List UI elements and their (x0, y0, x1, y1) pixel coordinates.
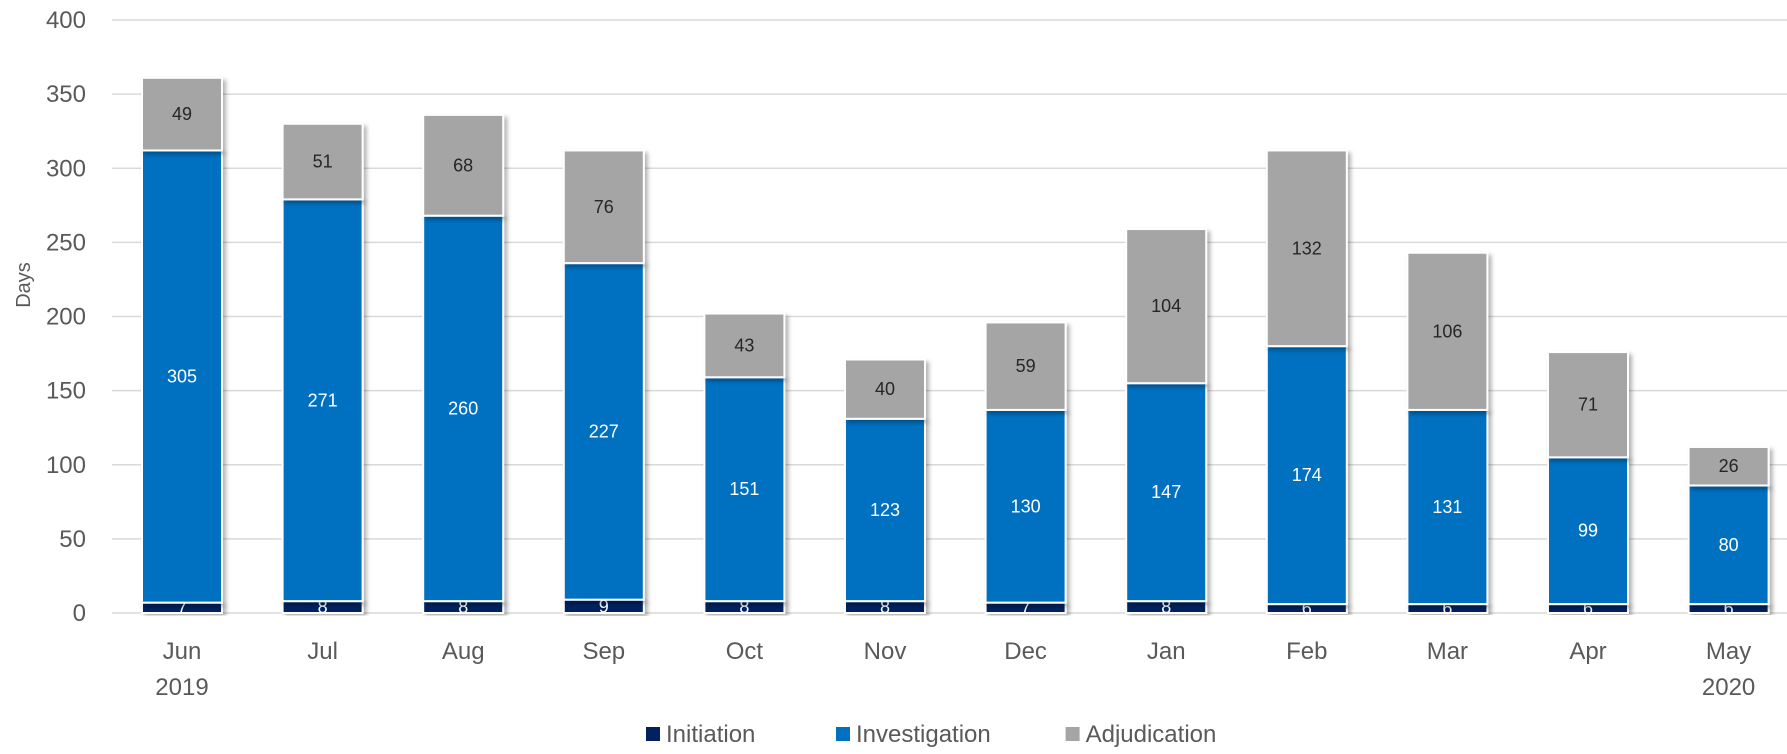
bar-investigation-feb (1265, 345, 1348, 606)
x-tick-label: 2020 (1702, 674, 1755, 701)
data-label-investigation: 227 (589, 421, 619, 441)
data-label-investigation: 271 (308, 390, 338, 410)
x-tick-label: Dec (1004, 638, 1047, 665)
legend-swatch-adjudication (1065, 727, 1080, 741)
x-tick-label: Feb (1286, 638, 1327, 665)
x-tick-label: Sep (582, 638, 625, 665)
y-tick-label: 250 (46, 229, 86, 256)
x-tick-label: 2019 (155, 674, 208, 701)
data-label-investigation: 260 (448, 398, 478, 418)
bar-adjudication-aug (422, 113, 505, 217)
legend-label-initiation: Initiation (666, 721, 755, 748)
data-label-investigation: 99 (1578, 521, 1598, 541)
data-label-adjudication: 132 (1292, 238, 1322, 258)
bar-investigation-jun (141, 149, 223, 604)
x-tick-label: Jun (163, 638, 202, 665)
data-label-adjudication: 43 (734, 335, 754, 355)
data-label-investigation: 131 (1432, 497, 1462, 517)
bar-adjudication-jul (281, 122, 364, 201)
x-tick-label: Oct (726, 638, 764, 665)
bar-investigation-jan (1125, 382, 1208, 603)
bar-adjudication-may (1687, 445, 1770, 487)
bar-investigation-nov (844, 417, 926, 603)
data-label-initiation: 6 (1724, 599, 1734, 619)
x-tick-label: Jul (307, 638, 338, 665)
y-tick-label: 50 (59, 526, 86, 553)
bar-adjudication-apr (1547, 351, 1629, 459)
legend-swatch-investigation (836, 727, 850, 741)
data-label-investigation: 305 (167, 367, 197, 387)
bar-investigation-dec (984, 408, 1067, 604)
legend-label-adjudication: Adjudication (1086, 721, 1217, 748)
data-label-investigation: 147 (1151, 482, 1181, 502)
data-label-initiation: 8 (1161, 597, 1171, 617)
y-tick-label: 150 (46, 378, 86, 405)
data-label-adjudication: 104 (1151, 296, 1181, 316)
data-label-investigation: 123 (870, 500, 900, 520)
data-label-initiation: 8 (318, 597, 328, 617)
data-label-adjudication: 106 (1432, 321, 1462, 341)
data-label-initiation: 8 (739, 597, 749, 617)
data-label-investigation: 151 (729, 479, 759, 499)
x-tick-label: Jan (1147, 638, 1186, 665)
bar-adjudication-dec (984, 321, 1067, 411)
bar-adjudication-sep (562, 149, 645, 265)
bar-adjudication-jun (141, 76, 223, 152)
y-tick-label: 0 (73, 600, 86, 627)
data-label-initiation: 9 (599, 596, 609, 616)
bar-adjudication-nov (844, 358, 926, 420)
x-tick-label: Apr (1569, 638, 1606, 665)
y-tick-label: 200 (46, 304, 86, 331)
bar-investigation-apr (1547, 456, 1629, 606)
bar-adjudication-feb (1265, 149, 1348, 348)
x-tick-label: Aug (442, 638, 485, 665)
data-label-initiation: 8 (458, 597, 468, 617)
bar-investigation-sep (562, 262, 645, 601)
data-label-adjudication: 40 (875, 379, 895, 399)
data-label-adjudication: 26 (1719, 456, 1739, 476)
data-label-initiation: 8 (880, 597, 890, 617)
data-label-initiation: 6 (1302, 599, 1312, 619)
data-label-investigation: 80 (1719, 535, 1739, 555)
bar-adjudication-oct (703, 312, 786, 379)
data-label-adjudication: 49 (172, 104, 192, 124)
y-tick-label: 400 (46, 7, 86, 34)
data-label-initiation: 6 (1442, 599, 1452, 619)
data-label-initiation: 7 (1021, 598, 1031, 618)
bar-investigation-jul (281, 198, 364, 603)
x-tick-label: May (1706, 638, 1751, 665)
data-label-adjudication: 59 (1016, 356, 1036, 376)
legend-label-investigation: Investigation (856, 721, 991, 748)
bar-investigation-may (1687, 484, 1770, 606)
data-label-initiation: 7 (177, 598, 187, 618)
data-label-adjudication: 71 (1578, 395, 1598, 415)
data-label-initiation: 6 (1583, 599, 1593, 619)
legend-swatch-initiation (646, 727, 660, 741)
x-tick-label: Nov (864, 638, 907, 665)
data-label-adjudication: 68 (453, 155, 473, 175)
bar-adjudication-mar (1406, 251, 1489, 411)
y-axis-title: Days (13, 262, 35, 308)
y-tick-label: 350 (46, 81, 86, 108)
x-tick-label: Mar (1427, 638, 1468, 665)
data-label-investigation: 130 (1011, 496, 1041, 516)
bar-investigation-mar (1406, 408, 1489, 606)
bar-adjudication-jan (1125, 228, 1208, 385)
y-tick-label: 100 (46, 452, 86, 479)
bar-investigation-oct (703, 376, 786, 603)
data-label-adjudication: 51 (313, 152, 333, 172)
data-label-investigation: 174 (1292, 465, 1322, 485)
y-tick-label: 300 (46, 155, 86, 182)
data-label-adjudication: 76 (594, 197, 614, 217)
bar-investigation-aug (422, 214, 505, 603)
